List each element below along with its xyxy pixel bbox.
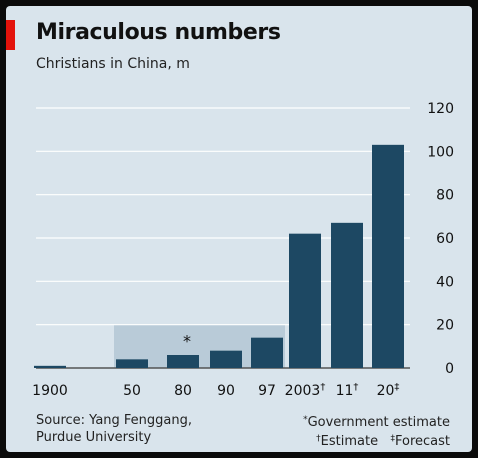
source-line-2: Purdue University — [36, 430, 152, 445]
bar-20 — [372, 144, 404, 368]
bar-80 — [167, 355, 199, 368]
government-estimate-marker: * — [183, 332, 191, 351]
y-tick-label-100: 100 — [427, 144, 454, 160]
y-tick-label-20: 20 — [436, 318, 454, 334]
chart-panel: Miraculous numbers Christians in China, … — [6, 6, 472, 452]
y-tick-label-120: 120 — [427, 101, 454, 117]
y-tick-label-60: 60 — [436, 231, 454, 247]
footnotes: *Government estimate †Estimate ‡Forecast — [303, 412, 450, 450]
bar-chart: * 0 20 40 60 80 100 120 1900 50 80 90 97 2003† 11† 20‡ — [32, 101, 454, 399]
chart-title: Miraculous numbers — [36, 20, 281, 45]
x-tick-label-50: 50 — [123, 383, 141, 399]
source-line-1: Source: Yang Fenggang, — [36, 413, 192, 428]
x-tick-label-11: 11† — [336, 382, 359, 399]
x-tick-label-1900: 1900 — [32, 383, 68, 399]
bar-90 — [210, 350, 242, 368]
chart-subtitle: Christians in China, m — [36, 56, 190, 72]
bar-97 — [251, 337, 283, 368]
y-tick-label-40: 40 — [436, 274, 454, 290]
footnote-estimate-forecast: †Estimate ‡Forecast — [316, 434, 450, 449]
bar-50 — [116, 359, 148, 368]
bar-2003 — [289, 233, 321, 368]
x-tick-label-80: 80 — [174, 383, 192, 399]
bar-11 — [331, 222, 363, 368]
x-tick-label-97: 97 — [258, 383, 276, 399]
brand-accent-bar — [6, 20, 15, 50]
source-note: Source: Yang Fenggang, Purdue University — [36, 412, 192, 446]
x-tick-label-20: 20‡ — [377, 382, 400, 399]
x-tick-label-90: 90 — [217, 383, 235, 399]
y-tick-label-80: 80 — [436, 188, 454, 204]
y-tick-label-0: 0 — [445, 361, 454, 377]
footnote-government-estimate: *Government estimate — [303, 415, 450, 430]
bar-1900 — [34, 365, 66, 368]
x-tick-label-2003: 2003† — [285, 382, 326, 399]
